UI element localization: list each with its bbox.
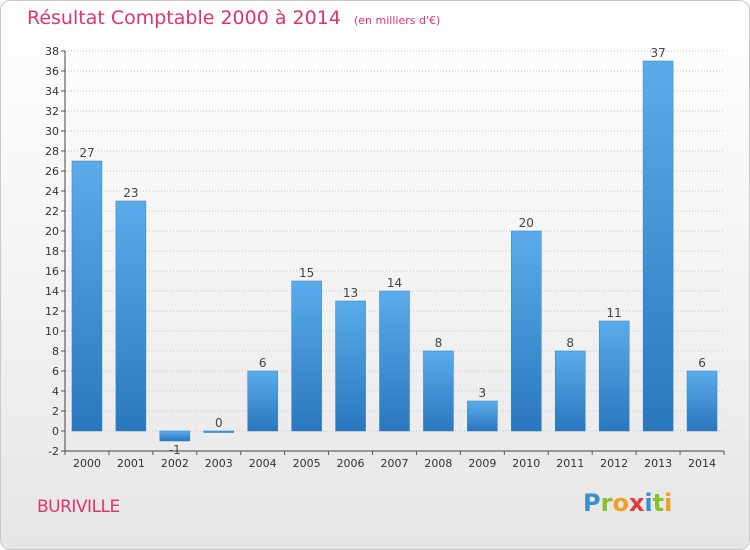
value-label-2009: 3 (479, 386, 487, 400)
bar-2005 (291, 280, 322, 432)
bar-2012 (598, 320, 630, 432)
x-tick-label: 2007 (381, 457, 409, 470)
value-label-2003: 0 (215, 416, 223, 430)
chart-title-block: Résultat Comptable 2000 à 2014 (en milli… (27, 7, 440, 29)
x-tick-label: 2009 (468, 457, 496, 470)
x-tick-label: 2008 (424, 457, 452, 470)
bar-2004 (247, 370, 278, 432)
x-tick-label: 2013 (644, 457, 672, 470)
bar-2001 (115, 200, 147, 432)
x-tick-label: 2002 (161, 457, 189, 470)
y-tick-label: 18 (45, 245, 59, 258)
value-label-2001: 23 (123, 186, 138, 200)
logo-letter: o (612, 489, 629, 517)
place-name: BURIVILLE (37, 497, 120, 517)
value-label-2013: 37 (650, 46, 665, 60)
y-tick-label: 6 (52, 365, 59, 378)
bar-2010 (511, 230, 542, 432)
logo-letter: t (652, 489, 665, 517)
value-label-2008: 8 (435, 336, 443, 350)
y-tick-label: 10 (45, 325, 59, 338)
bar-2006 (335, 300, 366, 432)
value-label-2012: 11 (607, 306, 622, 320)
y-tick-label: 4 (52, 385, 59, 398)
x-tick-label: 2010 (512, 457, 540, 470)
y-tick-label: 2 (52, 405, 59, 418)
chart-subtitle: (en milliers d'€) (353, 14, 441, 27)
bar-2003 (203, 430, 235, 433)
proxiti-logo: Proxiti (583, 489, 672, 517)
y-tick-label: 14 (45, 285, 59, 298)
bar-2000 (71, 160, 103, 432)
y-tick-label: 22 (45, 205, 59, 218)
bar-2002 (159, 430, 191, 442)
x-tick-label: 2014 (688, 457, 716, 470)
bar-2014 (686, 370, 718, 432)
logo-letter: i (664, 489, 673, 517)
y-tick-label: 26 (45, 165, 59, 178)
chart-title: Résultat Comptable 2000 à 2014 (27, 7, 341, 29)
x-tick-label: 2011 (556, 457, 584, 470)
value-label-2004: 6 (259, 356, 267, 370)
logo-letter: r (600, 489, 613, 517)
x-tick-label: 2000 (73, 457, 101, 470)
logo-letter: x (628, 489, 645, 517)
x-tick-label: 2005 (293, 457, 321, 470)
value-label-2005: 15 (299, 266, 314, 280)
bar-2008 (423, 350, 454, 432)
label-layer: -202468101214161820222426283032343638200… (45, 45, 716, 470)
y-tick-label: 30 (45, 125, 59, 138)
y-tick-label: 32 (45, 105, 59, 118)
x-tick-label: 2012 (600, 457, 628, 470)
value-label-2006: 13 (343, 286, 358, 300)
value-label-2014: 6 (698, 356, 706, 370)
y-tick-label: 0 (52, 425, 59, 438)
x-tick-label: 2001 (117, 457, 145, 470)
x-tick-label: 2004 (249, 457, 277, 470)
y-tick-label: -2 (48, 445, 59, 458)
x-tick-label: 2006 (337, 457, 365, 470)
y-tick-label: 36 (45, 65, 59, 78)
y-tick-label: 34 (45, 85, 59, 98)
bar-2013 (642, 60, 674, 432)
logo-letter: i (644, 489, 653, 517)
value-label-2011: 8 (566, 336, 574, 350)
bar-2009 (467, 400, 498, 432)
value-label-2010: 20 (519, 216, 534, 230)
value-label-2002: -1 (169, 443, 181, 457)
bar-2007 (379, 290, 410, 432)
axis-layer (61, 50, 725, 455)
y-tick-label: 20 (45, 225, 59, 238)
y-tick-label: 8 (52, 345, 59, 358)
bar-layer (71, 60, 718, 442)
bar-2011 (554, 350, 586, 432)
y-tick-label: 12 (45, 305, 59, 318)
value-label-2007: 14 (387, 276, 402, 290)
y-tick-label: 38 (45, 45, 59, 58)
x-tick-label: 2003 (205, 457, 233, 470)
y-tick-label: 24 (45, 185, 59, 198)
y-tick-label: 16 (45, 265, 59, 278)
y-tick-label: 28 (45, 145, 59, 158)
logo-letter: P (583, 489, 601, 517)
value-label-2000: 27 (79, 146, 94, 160)
